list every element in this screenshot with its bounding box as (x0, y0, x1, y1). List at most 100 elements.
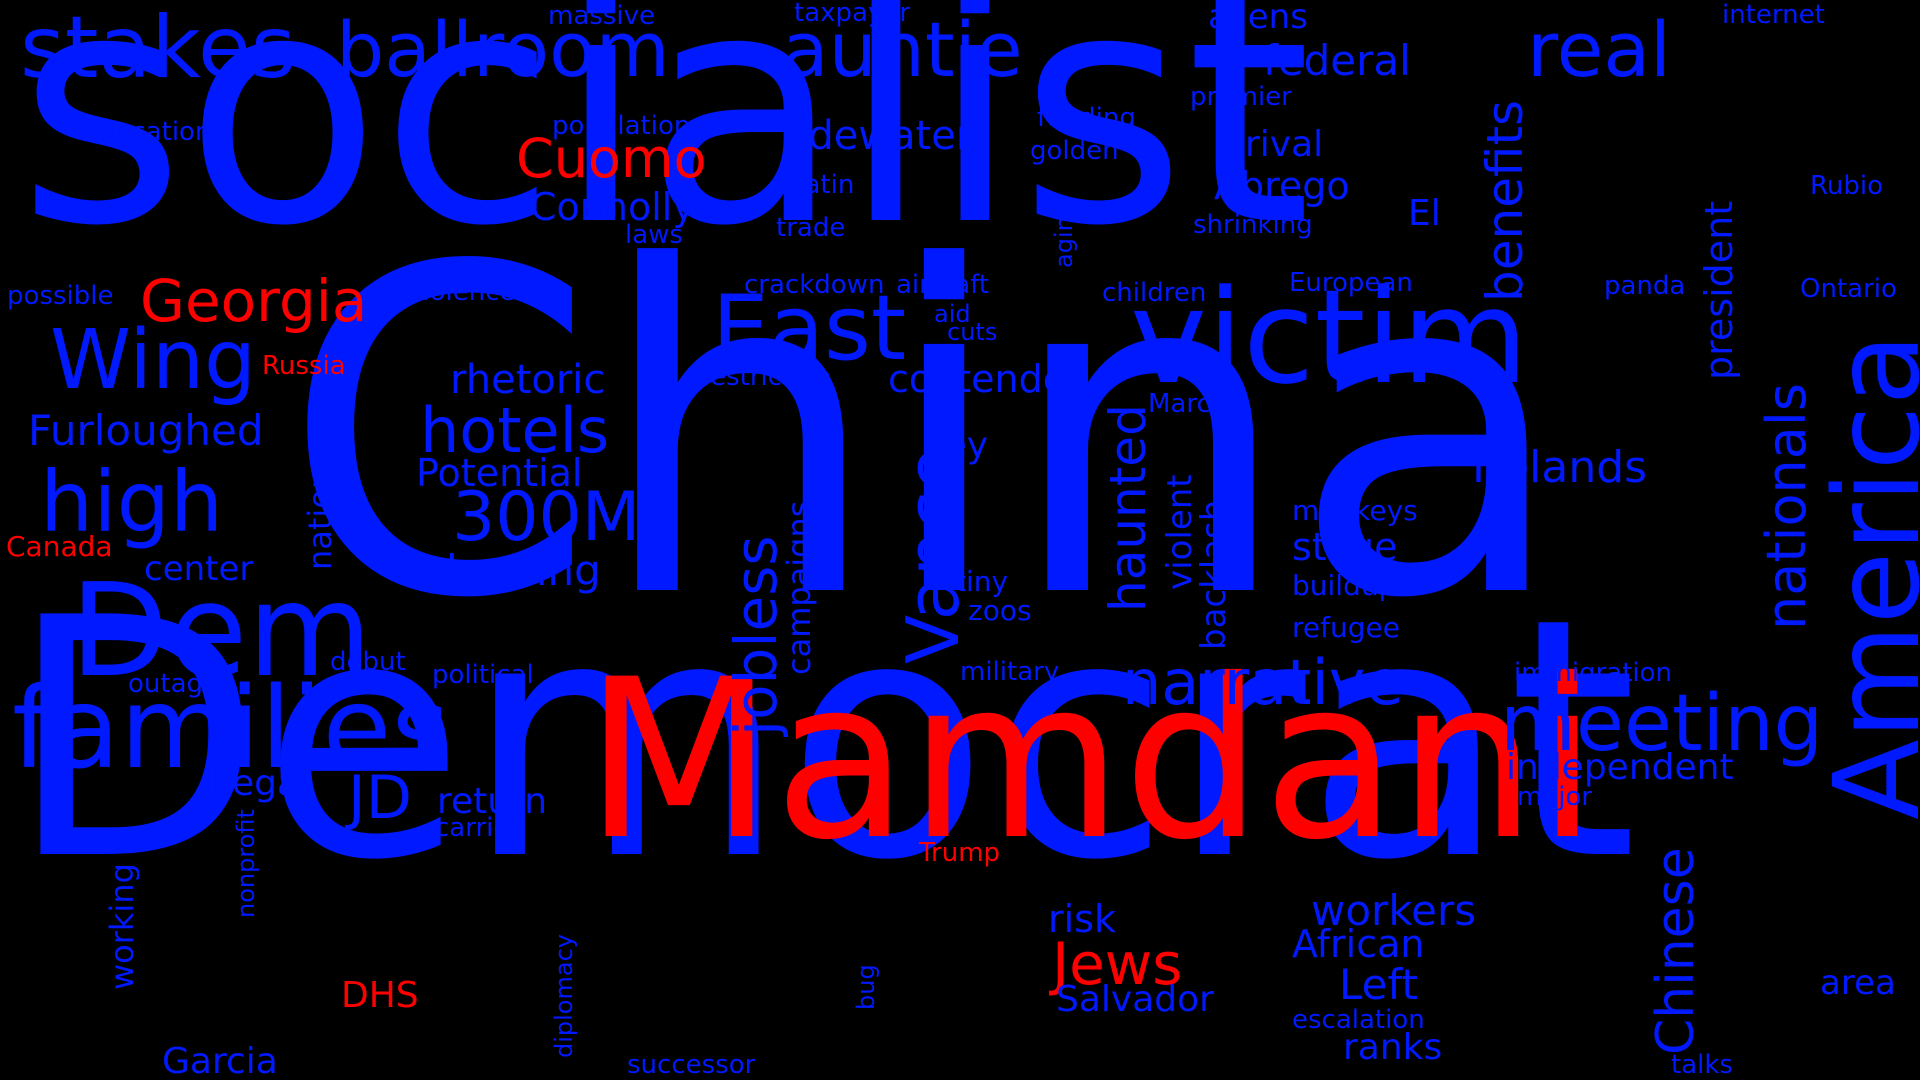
word-internet: internet (1722, 0, 1825, 30)
word-crackdown: crackdown (744, 270, 885, 300)
word-backlash: backlash (1194, 499, 1234, 650)
word-restrictive: restrictive (700, 362, 831, 392)
word-meeting: meeting (1500, 679, 1824, 769)
word-stakes: stakes (20, 0, 296, 98)
word-real: real (1527, 5, 1672, 94)
word-el: El (1408, 193, 1441, 234)
word-refugee: refugee (1292, 611, 1400, 644)
word-talks: talks (1671, 1050, 1733, 1080)
word-benefits: benefits (1476, 99, 1534, 302)
word-salvador: Salvador (1056, 979, 1214, 1020)
word-irelands: Irelands (1472, 442, 1648, 493)
word-nationals: nationals (1755, 383, 1818, 630)
word-bug: bug (852, 964, 880, 1010)
word-contender: contender (888, 357, 1082, 401)
word-300m: 300M (452, 478, 641, 557)
word-monkeys: monkeys (1292, 494, 1418, 527)
word-european: European (1289, 268, 1413, 298)
word-children: children (1102, 278, 1207, 308)
word-golden: golden (1030, 136, 1119, 166)
word-buildup: buildup (1292, 569, 1397, 602)
word-rhetoric: rhetoric (450, 357, 606, 403)
word-debut: debut (330, 647, 406, 677)
word-immigration: immigration (1514, 658, 1673, 688)
word-potential: Potential (416, 451, 583, 495)
word-escalation: escalation (1292, 1005, 1425, 1035)
word-left: Left (1339, 960, 1419, 1009)
word-connolly: Connolly (530, 185, 695, 229)
word-workers: workers (1311, 886, 1477, 935)
word-ballroom: ballroom (336, 5, 670, 94)
word-narrative: narrative (1122, 646, 1404, 719)
word-zoos: zoos (968, 594, 1032, 627)
word-china: China (282, 173, 1568, 697)
word-successor: successor (627, 1050, 756, 1080)
word-tiny: tiny (955, 565, 1009, 598)
word-funding: funding (1037, 103, 1136, 133)
word-african: African (1292, 922, 1425, 966)
word-campaigns: campaigns (780, 500, 818, 675)
word-abrego: Abrego (1214, 164, 1350, 208)
word-population: population (552, 111, 691, 141)
word-political: political (432, 660, 534, 690)
word-nation: nation (301, 468, 339, 570)
word-education: Education (82, 117, 212, 147)
word-vance: Vance (891, 446, 975, 664)
word-premier: premier (1190, 82, 1292, 112)
word-key: key (925, 425, 989, 466)
word-furloughed: Furloughed (28, 406, 264, 455)
word-mamdani: Mamdani (584, 632, 1598, 888)
word-taxpayer: taxpayer (794, 0, 911, 28)
word-dem: Dem (70, 557, 372, 706)
word-massive: massive (548, 1, 655, 31)
word-families: families (12, 664, 450, 794)
word-major: major (1517, 782, 1593, 812)
word-risk: risk (1048, 897, 1116, 941)
word-democrat: Democrat (8, 548, 1638, 932)
word-rival: rival (1245, 124, 1324, 165)
word-ranks: ranks (1343, 1027, 1443, 1068)
word-socialist: socialist (18, 0, 1312, 296)
word-working: working (103, 863, 141, 990)
word-dhs: DHS (341, 975, 419, 1016)
word-president: president (1697, 200, 1741, 380)
word-ontario: Ontario (1800, 274, 1897, 304)
word-chinese: Chinese (1646, 847, 1706, 1055)
word-haunted: haunted (1099, 404, 1157, 612)
word-nonprofit: nonprofit (232, 809, 260, 918)
word-center: center (144, 549, 254, 589)
word-illegal: illegal (202, 763, 310, 804)
word-military: military (960, 657, 1060, 687)
word-marco: Marco (1148, 389, 1227, 419)
word-independent: independent (1506, 747, 1734, 788)
word-hotels: hotels (420, 394, 610, 467)
word-canada: Canada (6, 530, 113, 563)
word-shrinking: shrinking (1193, 210, 1313, 240)
word-violent: violent (1160, 474, 1200, 590)
word-aliens: aliens (1208, 0, 1308, 37)
word-russia: Russia (262, 351, 346, 381)
word-garcia: Garcia (162, 1041, 278, 1080)
word-wing: Wing (50, 313, 257, 408)
word-georgia: Georgia (140, 267, 368, 335)
word-outage: outage (128, 669, 220, 699)
word-latin: Latin (790, 170, 855, 200)
word-carrier: carrier (435, 813, 521, 843)
word-federal: federal (1263, 36, 1411, 85)
word-aid: aid (934, 300, 971, 328)
word-victim: victim (1130, 261, 1529, 413)
word-rubio: Rubio (1810, 171, 1884, 201)
word-return: return (437, 781, 548, 822)
word-leaning: leaning (446, 546, 601, 595)
word-panda: panda (1604, 271, 1686, 301)
word-tidewater: Tidewater (774, 113, 973, 159)
word-jews: Jews (1052, 930, 1183, 998)
word-high: high (40, 453, 224, 551)
word-trump: Trump (919, 838, 1001, 868)
word-rare: rare (1488, 521, 1516, 570)
word-area: area (1820, 963, 1896, 1003)
word-auntie: auntie (782, 5, 1023, 94)
word-east: East (712, 276, 907, 381)
word-possible: possible (7, 281, 114, 311)
